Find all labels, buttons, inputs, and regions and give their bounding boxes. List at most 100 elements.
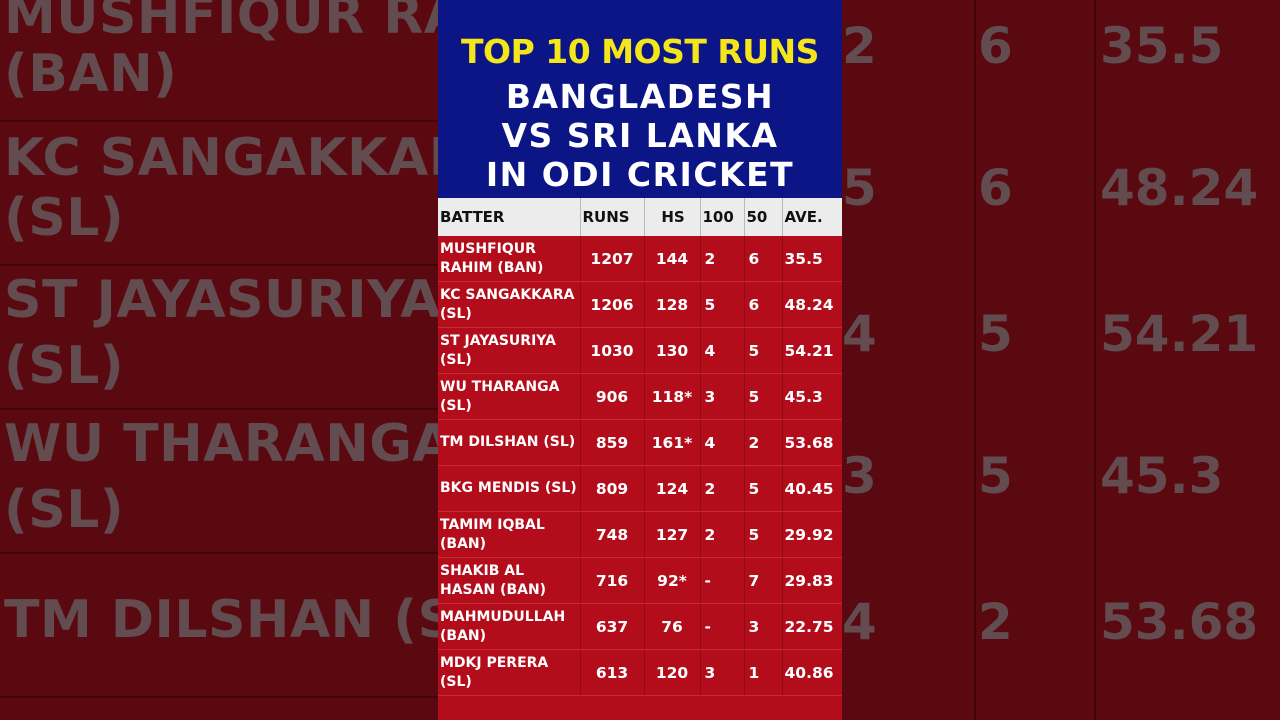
runs-cell: 1030 <box>580 327 645 374</box>
bg-text: 5 <box>978 305 1013 363</box>
bg-text: 48.24 <box>1100 159 1259 217</box>
fifties-cell: 6 <box>744 236 783 282</box>
average-cell: 35.5 <box>782 236 842 282</box>
batter-name: MUSHFIQUR RAHIM (BAN) <box>438 236 581 282</box>
subtitle-line: IN ODI CRICKET <box>485 155 795 194</box>
hundreds-cell: 3 <box>700 373 745 420</box>
batter-name: SHAKIB AL HASAN (BAN) <box>438 557 581 604</box>
bg-divider <box>974 0 976 720</box>
bg-row <box>0 552 438 698</box>
average-cell: 40.45 <box>782 465 842 512</box>
bg-row <box>0 264 438 410</box>
fifties-cell: 7 <box>744 557 783 604</box>
column-header: RUNS <box>580 198 645 236</box>
bg-text: TM DILSHAN (SL) <box>4 590 514 650</box>
table-header-row: BATTER RUNS HS 100 50 AVE. <box>438 198 842 236</box>
column-header: 50 <box>744 198 783 236</box>
bg-text: 2 <box>978 593 1013 651</box>
runs-cell: 906 <box>580 373 645 420</box>
hs-cell: 92* <box>644 557 701 604</box>
bg-row <box>0 408 438 554</box>
average-cell: 54.21 <box>782 327 842 374</box>
hs-cell: 128 <box>644 281 701 328</box>
table-row: MDKJ PERERA (SL) 613 120 3 1 40.86 <box>438 649 842 696</box>
hundreds-cell: 2 <box>700 511 745 558</box>
bg-text: WU THARANGA <box>4 414 454 474</box>
fifties-cell: 5 <box>744 511 783 558</box>
column-header: HS <box>644 198 701 236</box>
bg-text: (SL) <box>4 480 125 540</box>
average-cell: 40.86 <box>782 649 842 696</box>
title-banner: TOP 10 MOST RUNS BANGLADESH VS SRI LANKA… <box>438 0 842 198</box>
hs-cell: 118* <box>644 373 701 420</box>
table-row: KC SANGAKKARA (SL) 1206 128 5 6 48.24 <box>438 281 842 328</box>
fifties-cell: 5 <box>744 465 783 512</box>
bg-text: (SL) <box>4 336 125 396</box>
runs-cell: 637 <box>580 603 645 650</box>
batter-name: ST JAYASURIYA (SL) <box>438 327 581 374</box>
batter-name: BKG MENDIS (SL) <box>438 465 581 512</box>
stats-card: TOP 10 MOST RUNS BANGLADESH VS SRI LANKA… <box>438 0 842 720</box>
runs-table: BATTER RUNS HS 100 50 AVE. MUSHFIQUR RAH… <box>438 198 842 696</box>
batter-name: TAMIM IQBAL (BAN) <box>438 511 581 558</box>
hs-cell: 124 <box>644 465 701 512</box>
bg-text: 45.3 <box>1100 447 1224 505</box>
bg-text: (BAN) <box>4 44 178 104</box>
bg-text: 5 <box>978 447 1013 505</box>
bg-text: 6 <box>978 17 1013 75</box>
runs-cell: 859 <box>580 419 645 466</box>
table-row: MUSHFIQUR RAHIM (BAN) 1207 144 2 6 35.5 <box>438 236 842 282</box>
hundreds-cell: 2 <box>700 465 745 512</box>
batter-name: TM DILSHAN (SL) <box>438 419 581 466</box>
table-row: TM DILSHAN (SL) 859 161* 4 2 53.68 <box>438 419 842 466</box>
table-row: MAHMUDULLAH (BAN) 637 76 - 3 22.75 <box>438 603 842 650</box>
subtitle-line: VS SRI LANKA <box>501 116 779 155</box>
hs-cell: 130 <box>644 327 701 374</box>
hundreds-cell: 5 <box>700 281 745 328</box>
title-line: TOP 10 MOST RUNS <box>461 32 819 71</box>
bg-text: 3 <box>842 447 877 505</box>
table-row: BKG MENDIS (SL) 809 124 2 5 40.45 <box>438 465 842 512</box>
subtitle-line: BANGLADESH <box>505 77 775 116</box>
runs-cell: 809 <box>580 465 645 512</box>
hundreds-cell: 2 <box>700 236 745 282</box>
average-cell: 45.3 <box>782 373 842 420</box>
runs-cell: 748 <box>580 511 645 558</box>
fifties-cell: 6 <box>744 281 783 328</box>
average-cell: 29.92 <box>782 511 842 558</box>
hs-cell: 76 <box>644 603 701 650</box>
hundreds-cell: 4 <box>700 419 745 466</box>
column-header: BATTER <box>438 198 581 236</box>
bg-text: 4 <box>842 593 877 651</box>
runs-cell: 1206 <box>580 281 645 328</box>
average-cell: 29.83 <box>782 557 842 604</box>
hundreds-cell: - <box>700 557 745 604</box>
hundreds-cell: 3 <box>700 649 745 696</box>
fifties-cell: 3 <box>744 603 783 650</box>
batter-name: WU THARANGA (SL) <box>438 373 581 420</box>
column-header: 100 <box>700 198 745 236</box>
average-cell: 22.75 <box>782 603 842 650</box>
bg-text: 2 <box>842 17 877 75</box>
runs-cell: 716 <box>580 557 645 604</box>
batter-name: MAHMUDULLAH (BAN) <box>438 603 581 650</box>
bg-row <box>0 120 438 266</box>
bg-text: ST JAYASURIYA <box>4 270 442 330</box>
bg-text: (SL) <box>4 188 125 248</box>
hs-cell: 161* <box>644 419 701 466</box>
bg-text: 5 <box>842 159 877 217</box>
batter-name: KC SANGAKKARA (SL) <box>438 281 581 328</box>
table-row: TAMIM IQBAL (BAN) 748 127 2 5 29.92 <box>438 511 842 558</box>
bg-divider <box>1094 0 1096 720</box>
hs-cell: 127 <box>644 511 701 558</box>
table-row: SHAKIB AL HASAN (BAN) 716 92* - 7 29.83 <box>438 557 842 604</box>
bg-text: 54.21 <box>1100 305 1259 363</box>
hundreds-cell: 4 <box>700 327 745 374</box>
column-header: AVE. <box>782 198 842 236</box>
bg-text: 35.5 <box>1100 17 1224 75</box>
hs-cell: 120 <box>644 649 701 696</box>
bg-text: 53.68 <box>1100 593 1259 651</box>
fifties-cell: 5 <box>744 327 783 374</box>
fifties-cell: 2 <box>744 419 783 466</box>
runs-cell: 1207 <box>580 236 645 282</box>
